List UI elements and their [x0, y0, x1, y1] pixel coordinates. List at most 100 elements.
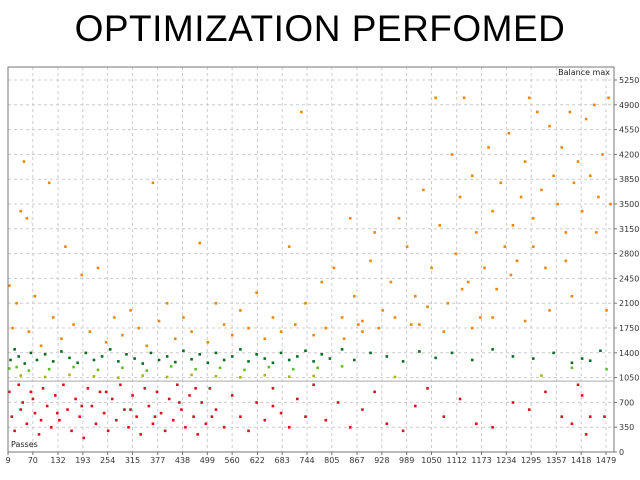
data-point [25, 216, 29, 220]
x-tick-label: 1234 [496, 456, 516, 465]
data-point [556, 202, 559, 206]
data-point [39, 344, 43, 348]
data-point [230, 333, 234, 337]
data-point [47, 181, 51, 185]
data-point [29, 351, 33, 355]
series-profit-mid [9, 348, 602, 365]
data-point [296, 397, 299, 401]
data-point [29, 390, 33, 394]
data-point [304, 302, 307, 305]
data-point [200, 401, 204, 404]
data-point [15, 365, 18, 369]
data-point [287, 245, 291, 248]
data-point [414, 294, 417, 298]
y-tick-label: 0 [619, 448, 624, 457]
data-point [149, 351, 153, 355]
data-point [239, 376, 242, 379]
data-point [570, 422, 574, 426]
data-point [462, 96, 466, 100]
data-point [572, 181, 576, 185]
data-point [389, 280, 393, 284]
data-point [491, 316, 494, 319]
x-tick-label: 132 [50, 456, 65, 465]
y-tick-label: 4550 [619, 126, 639, 135]
x-tick-label: 805 [324, 456, 339, 465]
data-point [141, 374, 145, 377]
data-point [147, 404, 151, 408]
data-point [190, 330, 193, 333]
data-point [115, 418, 118, 422]
data-point [13, 348, 16, 351]
data-point [19, 209, 23, 213]
data-point [92, 358, 96, 362]
x-tick-label: 560 [225, 456, 240, 465]
data-point [609, 202, 612, 206]
data-point [442, 415, 446, 418]
data-point [385, 422, 389, 426]
data-point [104, 390, 108, 394]
data-point [304, 415, 307, 418]
data-point [173, 360, 177, 364]
data-point [540, 374, 543, 377]
data-point [45, 404, 49, 408]
data-point [173, 337, 177, 341]
plot-frame [7, 66, 615, 453]
data-point [206, 340, 210, 344]
data-point [137, 326, 140, 330]
x-tick-label: 1418 [571, 456, 591, 465]
data-point [117, 360, 120, 363]
data-point [143, 387, 147, 390]
data-point [580, 394, 584, 397]
data-point [98, 390, 102, 394]
data-point [397, 216, 401, 220]
data-point [239, 415, 242, 418]
data-point [446, 302, 450, 305]
data-point [373, 231, 376, 234]
data-point [141, 362, 145, 365]
y-tick-label: 1400 [619, 349, 639, 358]
data-point [8, 367, 11, 370]
data-point [43, 375, 47, 379]
data-points [8, 96, 612, 440]
data-point [287, 358, 291, 362]
data-point [17, 383, 20, 387]
data-point [414, 404, 417, 408]
data-point [312, 360, 315, 363]
series-loss [8, 383, 606, 440]
data-point [96, 368, 100, 372]
data-point [552, 174, 555, 178]
data-point [487, 146, 490, 149]
x-tick-label: 315 [125, 456, 140, 465]
y-tick-label: 5250 [619, 76, 639, 85]
data-point [580, 209, 584, 213]
data-point [198, 241, 202, 245]
data-point [531, 357, 535, 360]
data-point [564, 231, 568, 234]
data-point [599, 349, 602, 353]
data-point [22, 160, 26, 163]
data-point [426, 387, 429, 390]
data-point [369, 351, 372, 355]
data-point [151, 181, 155, 185]
x-tick-label: 377 [150, 456, 165, 465]
data-point [176, 383, 179, 387]
data-point [507, 131, 511, 135]
data-point [584, 433, 588, 436]
data-point [595, 231, 598, 234]
data-point [320, 280, 324, 284]
data-point [88, 330, 92, 333]
data-point [255, 353, 258, 356]
data-point [393, 316, 397, 319]
data-point [312, 374, 315, 378]
data-point [271, 387, 275, 390]
data-point [11, 326, 14, 330]
data-point [51, 316, 55, 319]
x-tick-label: 867 [349, 456, 364, 465]
data-point [184, 426, 187, 429]
data-point [352, 358, 356, 362]
data-point [19, 374, 23, 377]
data-point [271, 316, 275, 319]
data-point [110, 397, 114, 401]
data-point [155, 390, 159, 394]
